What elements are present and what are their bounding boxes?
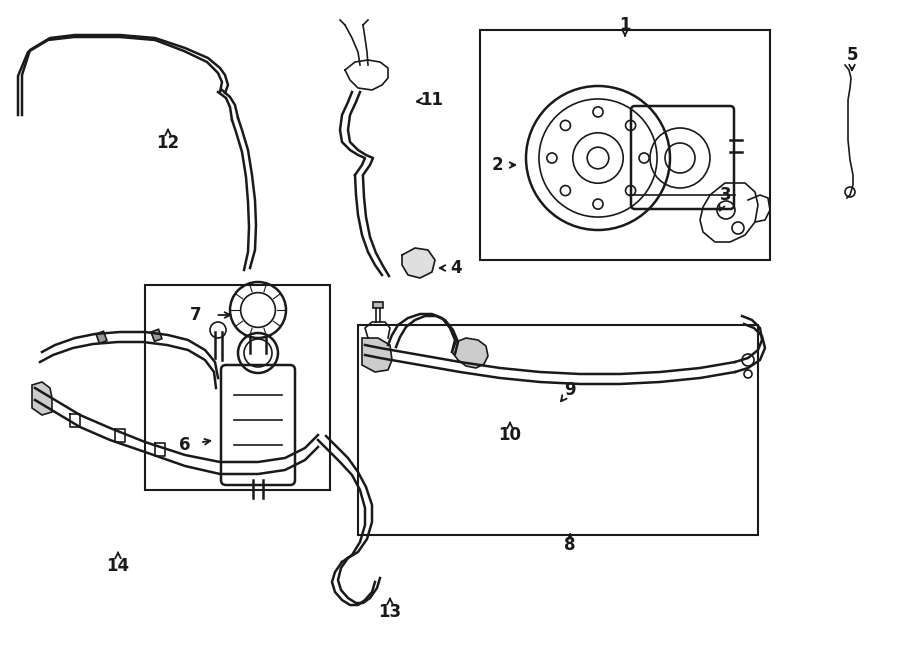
Text: 8: 8 xyxy=(564,536,576,554)
Text: 2: 2 xyxy=(491,156,503,174)
Bar xyxy=(145,285,330,490)
Text: 14: 14 xyxy=(106,557,130,575)
Text: 13: 13 xyxy=(378,603,401,621)
Bar xyxy=(358,325,758,535)
Bar xyxy=(96,331,107,344)
Bar xyxy=(480,30,770,260)
Text: 7: 7 xyxy=(190,306,202,324)
Text: 4: 4 xyxy=(450,259,462,277)
Text: 3: 3 xyxy=(720,186,732,204)
Text: 11: 11 xyxy=(420,91,444,109)
Bar xyxy=(373,302,383,308)
Polygon shape xyxy=(452,338,488,368)
Text: 5: 5 xyxy=(846,46,858,64)
Bar xyxy=(151,329,162,341)
Polygon shape xyxy=(32,382,52,415)
Text: 12: 12 xyxy=(157,134,180,152)
Text: 1: 1 xyxy=(619,16,631,34)
Text: 9: 9 xyxy=(564,381,576,399)
Polygon shape xyxy=(362,338,392,372)
Text: 10: 10 xyxy=(499,426,521,444)
Polygon shape xyxy=(402,248,435,278)
Text: 6: 6 xyxy=(179,436,191,454)
